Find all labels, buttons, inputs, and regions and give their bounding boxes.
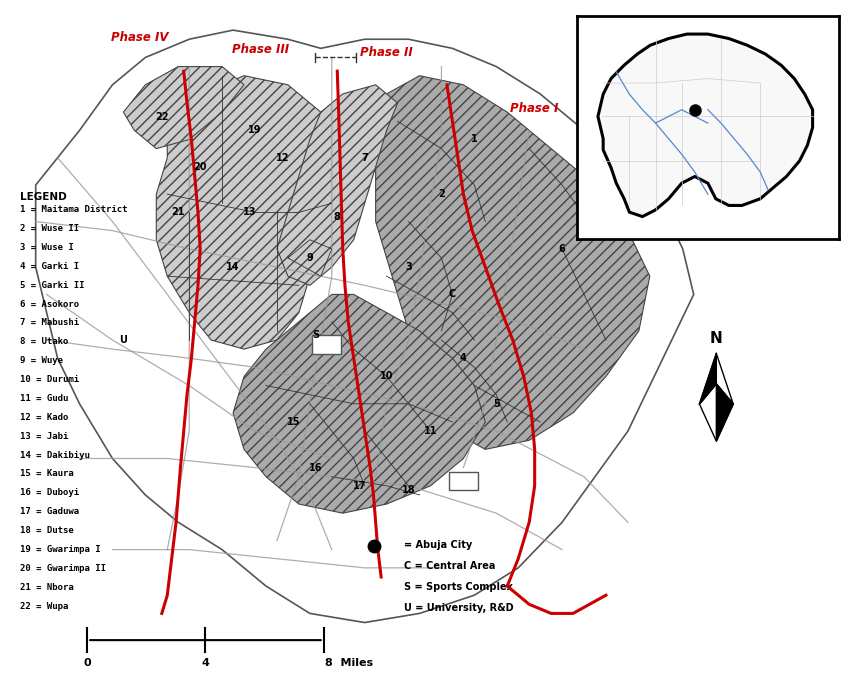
Text: 8 = Utako: 8 = Utako <box>20 337 68 346</box>
Text: LEGEND: LEGEND <box>20 192 66 202</box>
Text: 20: 20 <box>194 162 207 172</box>
Text: 8  Miles: 8 Miles <box>325 658 373 668</box>
Text: 2 = Wuse II: 2 = Wuse II <box>20 224 79 233</box>
Text: = Abuja City: = Abuja City <box>404 540 472 550</box>
Text: 5 = Garki II: 5 = Garki II <box>20 281 84 290</box>
Text: Phase I: Phase I <box>511 102 558 115</box>
Text: Phase IV: Phase IV <box>111 31 168 44</box>
Text: 22 = Wupa: 22 = Wupa <box>20 602 68 611</box>
Text: 7: 7 <box>361 153 368 163</box>
Text: 8: 8 <box>334 212 341 222</box>
Polygon shape <box>123 67 244 149</box>
Text: 19 = Gwarimpa I: 19 = Gwarimpa I <box>20 545 100 554</box>
Text: 13: 13 <box>243 207 257 218</box>
Text: 1: 1 <box>471 135 478 144</box>
Text: S: S <box>312 330 319 341</box>
Text: 4 = Garki I: 4 = Garki I <box>20 262 79 271</box>
Text: 11 = Gudu: 11 = Gudu <box>20 394 68 403</box>
Text: 16: 16 <box>309 462 322 473</box>
Text: 7 = Mabushi: 7 = Mabushi <box>20 318 79 327</box>
Text: 14: 14 <box>226 262 240 272</box>
Text: N: N <box>710 331 722 346</box>
Text: 15 = Kaura: 15 = Kaura <box>20 469 73 479</box>
Text: 6: 6 <box>558 244 565 254</box>
Text: 21: 21 <box>172 207 185 218</box>
Text: S = Sports Complex: S = Sports Complex <box>404 582 513 592</box>
Text: 12: 12 <box>275 153 289 163</box>
Text: 13 = Jabi: 13 = Jabi <box>20 432 68 441</box>
Text: 6 = Asokoro: 6 = Asokoro <box>20 299 79 309</box>
Text: Phase III: Phase III <box>232 43 289 56</box>
Text: 3 = Wuse I: 3 = Wuse I <box>20 243 73 252</box>
Polygon shape <box>376 75 649 449</box>
Text: 18 = Dutse: 18 = Dutse <box>20 526 73 535</box>
Polygon shape <box>233 294 485 513</box>
Text: 22: 22 <box>155 112 168 122</box>
Text: 12 = Kado: 12 = Kado <box>20 413 68 422</box>
Text: U = University, R&D: U = University, R&D <box>404 602 513 613</box>
Text: 0: 0 <box>83 658 91 668</box>
Text: 5: 5 <box>493 398 500 409</box>
Text: 9 = Wuye: 9 = Wuye <box>20 356 63 365</box>
Polygon shape <box>156 75 354 349</box>
Text: U: U <box>120 335 128 345</box>
Polygon shape <box>717 384 734 441</box>
Text: 17 = Gaduwa: 17 = Gaduwa <box>20 507 79 516</box>
Text: 11: 11 <box>424 426 437 436</box>
Text: 1 = Maitama District: 1 = Maitama District <box>20 205 128 214</box>
Text: C = Central Area: C = Central Area <box>404 561 496 571</box>
Text: 4: 4 <box>460 353 467 363</box>
Text: 4: 4 <box>201 658 209 668</box>
Polygon shape <box>277 85 398 286</box>
FancyBboxPatch shape <box>312 335 341 354</box>
Text: 15: 15 <box>286 417 300 427</box>
FancyBboxPatch shape <box>449 472 478 490</box>
Text: 10 = Durumi: 10 = Durumi <box>20 375 79 384</box>
Text: Phase II: Phase II <box>360 46 413 58</box>
Text: 21 = Nbora: 21 = Nbora <box>20 583 73 592</box>
Polygon shape <box>700 354 717 404</box>
Text: 9: 9 <box>307 253 313 263</box>
Text: 14 = Dakibiyu: 14 = Dakibiyu <box>20 451 89 460</box>
Polygon shape <box>36 30 694 622</box>
Text: 19: 19 <box>248 125 262 135</box>
Text: 10: 10 <box>380 371 394 381</box>
Text: 3: 3 <box>405 262 412 272</box>
Text: 17: 17 <box>353 481 366 491</box>
Text: 18: 18 <box>402 486 416 496</box>
Text: 20 = Gwarimpa II: 20 = Gwarimpa II <box>20 564 105 573</box>
Text: 2: 2 <box>438 189 445 199</box>
Text: C: C <box>449 290 456 299</box>
Text: 16 = Duboyi: 16 = Duboyi <box>20 488 79 497</box>
